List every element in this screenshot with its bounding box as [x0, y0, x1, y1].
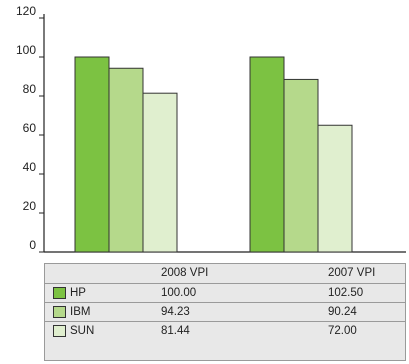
y-tick-label-100: 100 [16, 43, 36, 57]
sun-legend-swatch [53, 325, 66, 337]
ibm-legend-swatch [53, 306, 66, 318]
bar-sun-2007 [317, 124, 353, 253]
hp-value-2008: 100.00 [161, 287, 197, 299]
y-tick-label-120: 120 [16, 4, 36, 18]
y-tick-label-0: 0 [29, 238, 36, 252]
bar-hp-2008 [74, 56, 110, 253]
hp-legend-swatch [53, 287, 66, 299]
table-row-sun: SUN 81.44 72.00 [45, 321, 405, 340]
y-tick-label-60: 60 [23, 121, 37, 135]
column-header-2008: 2008 VPI [161, 267, 209, 279]
hp-series-label: HP [70, 287, 86, 299]
bar-hp-2007 [249, 56, 285, 253]
bar-ibm-2007 [283, 78, 319, 253]
data-table: 2008 VPI 2007 VPI HP 100.00 102.50 IBM 9… [44, 263, 406, 361]
sun-value-2008: 81.44 [161, 325, 190, 337]
y-tick-label-80: 80 [23, 82, 37, 96]
y-tick-label-40: 40 [23, 160, 37, 174]
bar-ibm-2008 [108, 67, 144, 253]
hp-value-2007: 102.50 [328, 287, 364, 299]
table-row-ibm: IBM 94.23 90.24 [45, 302, 405, 321]
sun-series-label: SUN [70, 325, 95, 337]
table-row-hp: HP 100.00 102.50 [45, 283, 405, 302]
ibm-value-2008: 94.23 [161, 306, 190, 318]
column-header-2007: 2007 VPI [328, 267, 376, 279]
table-header-row: 2008 VPI 2007 VPI [45, 264, 405, 283]
ibm-value-2007: 90.24 [328, 306, 357, 318]
y-tick-label-20: 20 [23, 199, 37, 213]
bar-sun-2008 [142, 92, 178, 253]
sun-value-2007: 72.00 [328, 325, 357, 337]
ibm-series-label: IBM [70, 306, 91, 318]
